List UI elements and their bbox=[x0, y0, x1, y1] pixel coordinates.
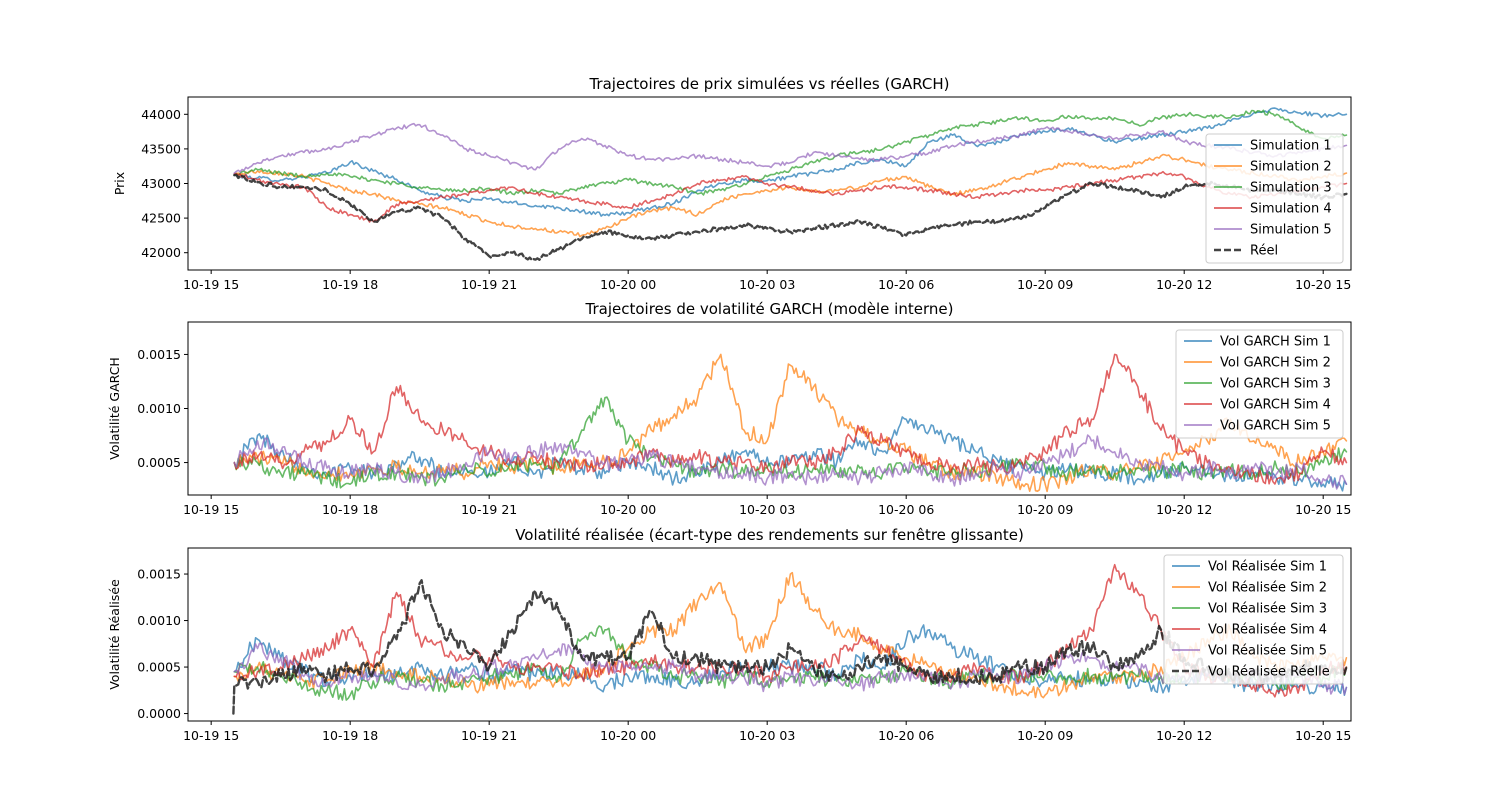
legend-entry: Simulation 3 bbox=[1250, 181, 1332, 196]
y-tick-label: 42500 bbox=[141, 211, 181, 226]
x-tick-label: 10-19 18 bbox=[322, 277, 378, 292]
x-tick-label: 10-20 09 bbox=[1017, 277, 1073, 292]
y-tick-label: 0.0015 bbox=[137, 347, 181, 362]
legend-entry: Simulation 4 bbox=[1250, 202, 1332, 217]
legend-entry: Vol GARCH Sim 1 bbox=[1220, 335, 1331, 350]
legend-entry: Vol Réalisée Réelle bbox=[1208, 665, 1330, 680]
chart-panel-2: 10-19 15 10-19 18 10-19 21 10-20 00 10-20 03… bbox=[107, 300, 1352, 517]
chart-title: Trajectoires de prix simulées vs réelles… bbox=[588, 75, 949, 93]
legend-entry: Vol Réalisée Sim 5 bbox=[1208, 644, 1327, 659]
x-tick-label: 10-20 00 bbox=[600, 502, 656, 517]
x-tick-label: 10-19 21 bbox=[461, 502, 517, 517]
series-line-2-2 bbox=[233, 353, 1348, 493]
legend-entry: Vol Réalisée Sim 2 bbox=[1208, 581, 1327, 596]
series-line-1-4 bbox=[233, 170, 1348, 223]
legend-entry: Vol GARCH Sim 2 bbox=[1220, 356, 1331, 371]
legend-entry: Simulation 5 bbox=[1250, 223, 1332, 238]
axes-frame bbox=[187, 547, 1352, 722]
series-line-1-3 bbox=[233, 109, 1348, 196]
x-tick-label: 10-20 09 bbox=[1017, 502, 1073, 517]
x-tick-label: 10-20 15 bbox=[1295, 728, 1351, 743]
legend-entry: Réel bbox=[1250, 244, 1278, 259]
y-axis-label: Volatilité Réalisée bbox=[107, 579, 122, 690]
y-tick-label: 0.0005 bbox=[137, 660, 181, 675]
x-tick-label: 10-20 12 bbox=[1156, 277, 1212, 292]
y-tick-label: 43500 bbox=[141, 141, 181, 156]
y-axis-label: Volatilité GARCH bbox=[107, 357, 122, 460]
x-tick-label: 10-20 09 bbox=[1017, 728, 1073, 743]
legend: Vol Réalisée Sim 1 Vol Réalisée Sim 2 Vol … bbox=[1163, 554, 1344, 685]
x-tick-label: 10-19 15 bbox=[183, 728, 239, 743]
series-line-1-2 bbox=[233, 153, 1348, 238]
legend-entry: Simulation 2 bbox=[1250, 160, 1332, 175]
series-line-2-5 bbox=[233, 434, 1348, 490]
y-tick-label: 0.0000 bbox=[137, 706, 181, 721]
y-tick-label: 43000 bbox=[141, 176, 181, 191]
series-line-3-5 bbox=[233, 642, 1348, 696]
legend-entry: Vol GARCH Sim 3 bbox=[1220, 377, 1331, 392]
legend-entry: Vol GARCH Sim 4 bbox=[1220, 398, 1331, 413]
axes-frame bbox=[187, 96, 1352, 271]
series-line-2-4 bbox=[233, 353, 1348, 485]
x-tick-label: 10-20 00 bbox=[600, 728, 656, 743]
chart-panel-3: 10-19 15 10-19 18 10-19 21 10-20 00 10-20 03… bbox=[107, 526, 1352, 743]
x-tick-label: 10-19 15 bbox=[183, 502, 239, 517]
chart-panel-1: 10-19 15 10-19 18 10-19 21 10-20 00 10-20 03… bbox=[112, 75, 1352, 292]
y-tick-label: 0.0010 bbox=[137, 401, 181, 416]
series-line-1-1 bbox=[233, 107, 1348, 217]
legend: Vol GARCH Sim 1 Vol GARCH Sim 2 Vol GARCH … bbox=[1175, 329, 1344, 439]
x-tick-label: 10-20 12 bbox=[1156, 502, 1212, 517]
x-tick-label: 10-20 00 bbox=[600, 277, 656, 292]
x-tick-label: 10-20 03 bbox=[739, 728, 795, 743]
y-tick-label: 0.0015 bbox=[137, 567, 181, 582]
x-tick-label: 10-19 18 bbox=[322, 728, 378, 743]
x-tick-label: 10-20 03 bbox=[739, 277, 795, 292]
series-line-3-6 bbox=[232, 579, 1348, 715]
x-tick-label: 10-20 06 bbox=[878, 502, 934, 517]
legend-entry: Simulation 1 bbox=[1250, 139, 1332, 154]
chart-title: Volatilité réalisée (écart-type des rend… bbox=[515, 526, 1024, 544]
x-tick-label: 10-20 15 bbox=[1295, 277, 1351, 292]
y-axis-label: Prix bbox=[112, 172, 127, 195]
x-tick-label: 10-20 12 bbox=[1156, 728, 1212, 743]
y-tick-label: 42000 bbox=[141, 245, 181, 260]
x-tick-label: 10-19 21 bbox=[461, 277, 517, 292]
legend: Simulation 1 Simulation 2 Simulation 3 Simu… bbox=[1205, 133, 1344, 264]
series-line-1-6 bbox=[233, 173, 1348, 261]
legend-entry: Vol Réalisée Sim 1 bbox=[1208, 560, 1327, 575]
x-tick-label: 10-20 15 bbox=[1295, 502, 1351, 517]
legend-entry: Vol GARCH Sim 5 bbox=[1220, 419, 1331, 434]
x-tick-label: 10-19 18 bbox=[322, 502, 378, 517]
x-tick-label: 10-19 21 bbox=[461, 728, 517, 743]
legend-entry: Vol Réalisée Sim 3 bbox=[1208, 602, 1327, 617]
series-line-3-2 bbox=[233, 571, 1348, 699]
legend-entry: Vol Réalisée Sim 4 bbox=[1208, 623, 1327, 638]
series-line-1-5 bbox=[233, 122, 1348, 174]
chart-title: Trajectoires de volatilité GARCH (modèle… bbox=[585, 300, 954, 318]
x-tick-label: 10-20 06 bbox=[878, 728, 934, 743]
y-tick-label: 0.0010 bbox=[137, 613, 181, 628]
y-tick-label: 0.0005 bbox=[137, 455, 181, 470]
x-tick-label: 10-20 03 bbox=[739, 502, 795, 517]
y-tick-label: 44000 bbox=[141, 107, 181, 122]
x-tick-label: 10-20 06 bbox=[878, 277, 934, 292]
x-tick-label: 10-19 15 bbox=[183, 277, 239, 292]
